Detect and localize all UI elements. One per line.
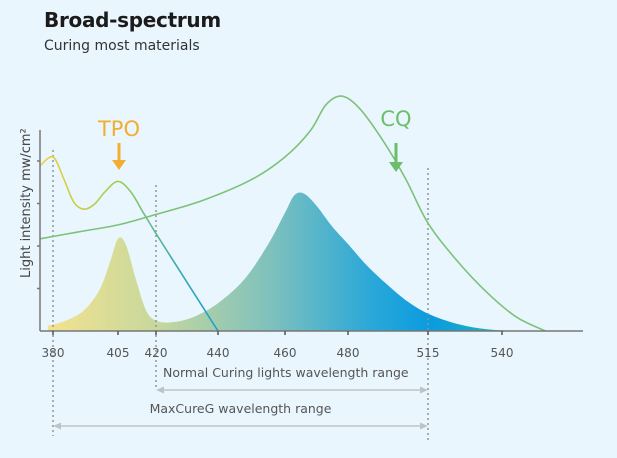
cq-absorption-line: [39, 95, 546, 332]
x-tick-label: 405: [107, 346, 130, 360]
arrow-down-icon: [112, 160, 126, 170]
arrow-right-icon: [420, 386, 428, 394]
cq-label: CQ: [380, 107, 411, 131]
x-tick-label: 480: [337, 346, 360, 360]
x-tick-label: 540: [491, 346, 514, 360]
range-label: Normal Curing lights wavelength range: [163, 365, 409, 380]
x-tick-label: 380: [42, 346, 65, 360]
tpo-absorption-line: [39, 155, 219, 332]
arrow-right-icon: [420, 422, 428, 430]
emission-area: [47, 192, 517, 331]
arrow-left-icon: [156, 386, 164, 394]
arrow-left-icon: [53, 422, 61, 430]
arrow-down-icon: [389, 162, 403, 172]
y-axis-label: Light intensity mw/cm²: [19, 128, 34, 278]
x-tick-label: 460: [274, 346, 297, 360]
x-tick-label: 420: [145, 346, 168, 360]
chart-title: Broad-spectrum: [44, 8, 221, 32]
x-tick-label: 440: [207, 346, 230, 360]
range-label: MaxCureG wavelength range: [150, 401, 332, 416]
tpo-label: TPO: [97, 117, 140, 141]
chart-subtitle: Curing most materials: [44, 38, 200, 54]
x-tick-label: 515: [417, 346, 440, 360]
